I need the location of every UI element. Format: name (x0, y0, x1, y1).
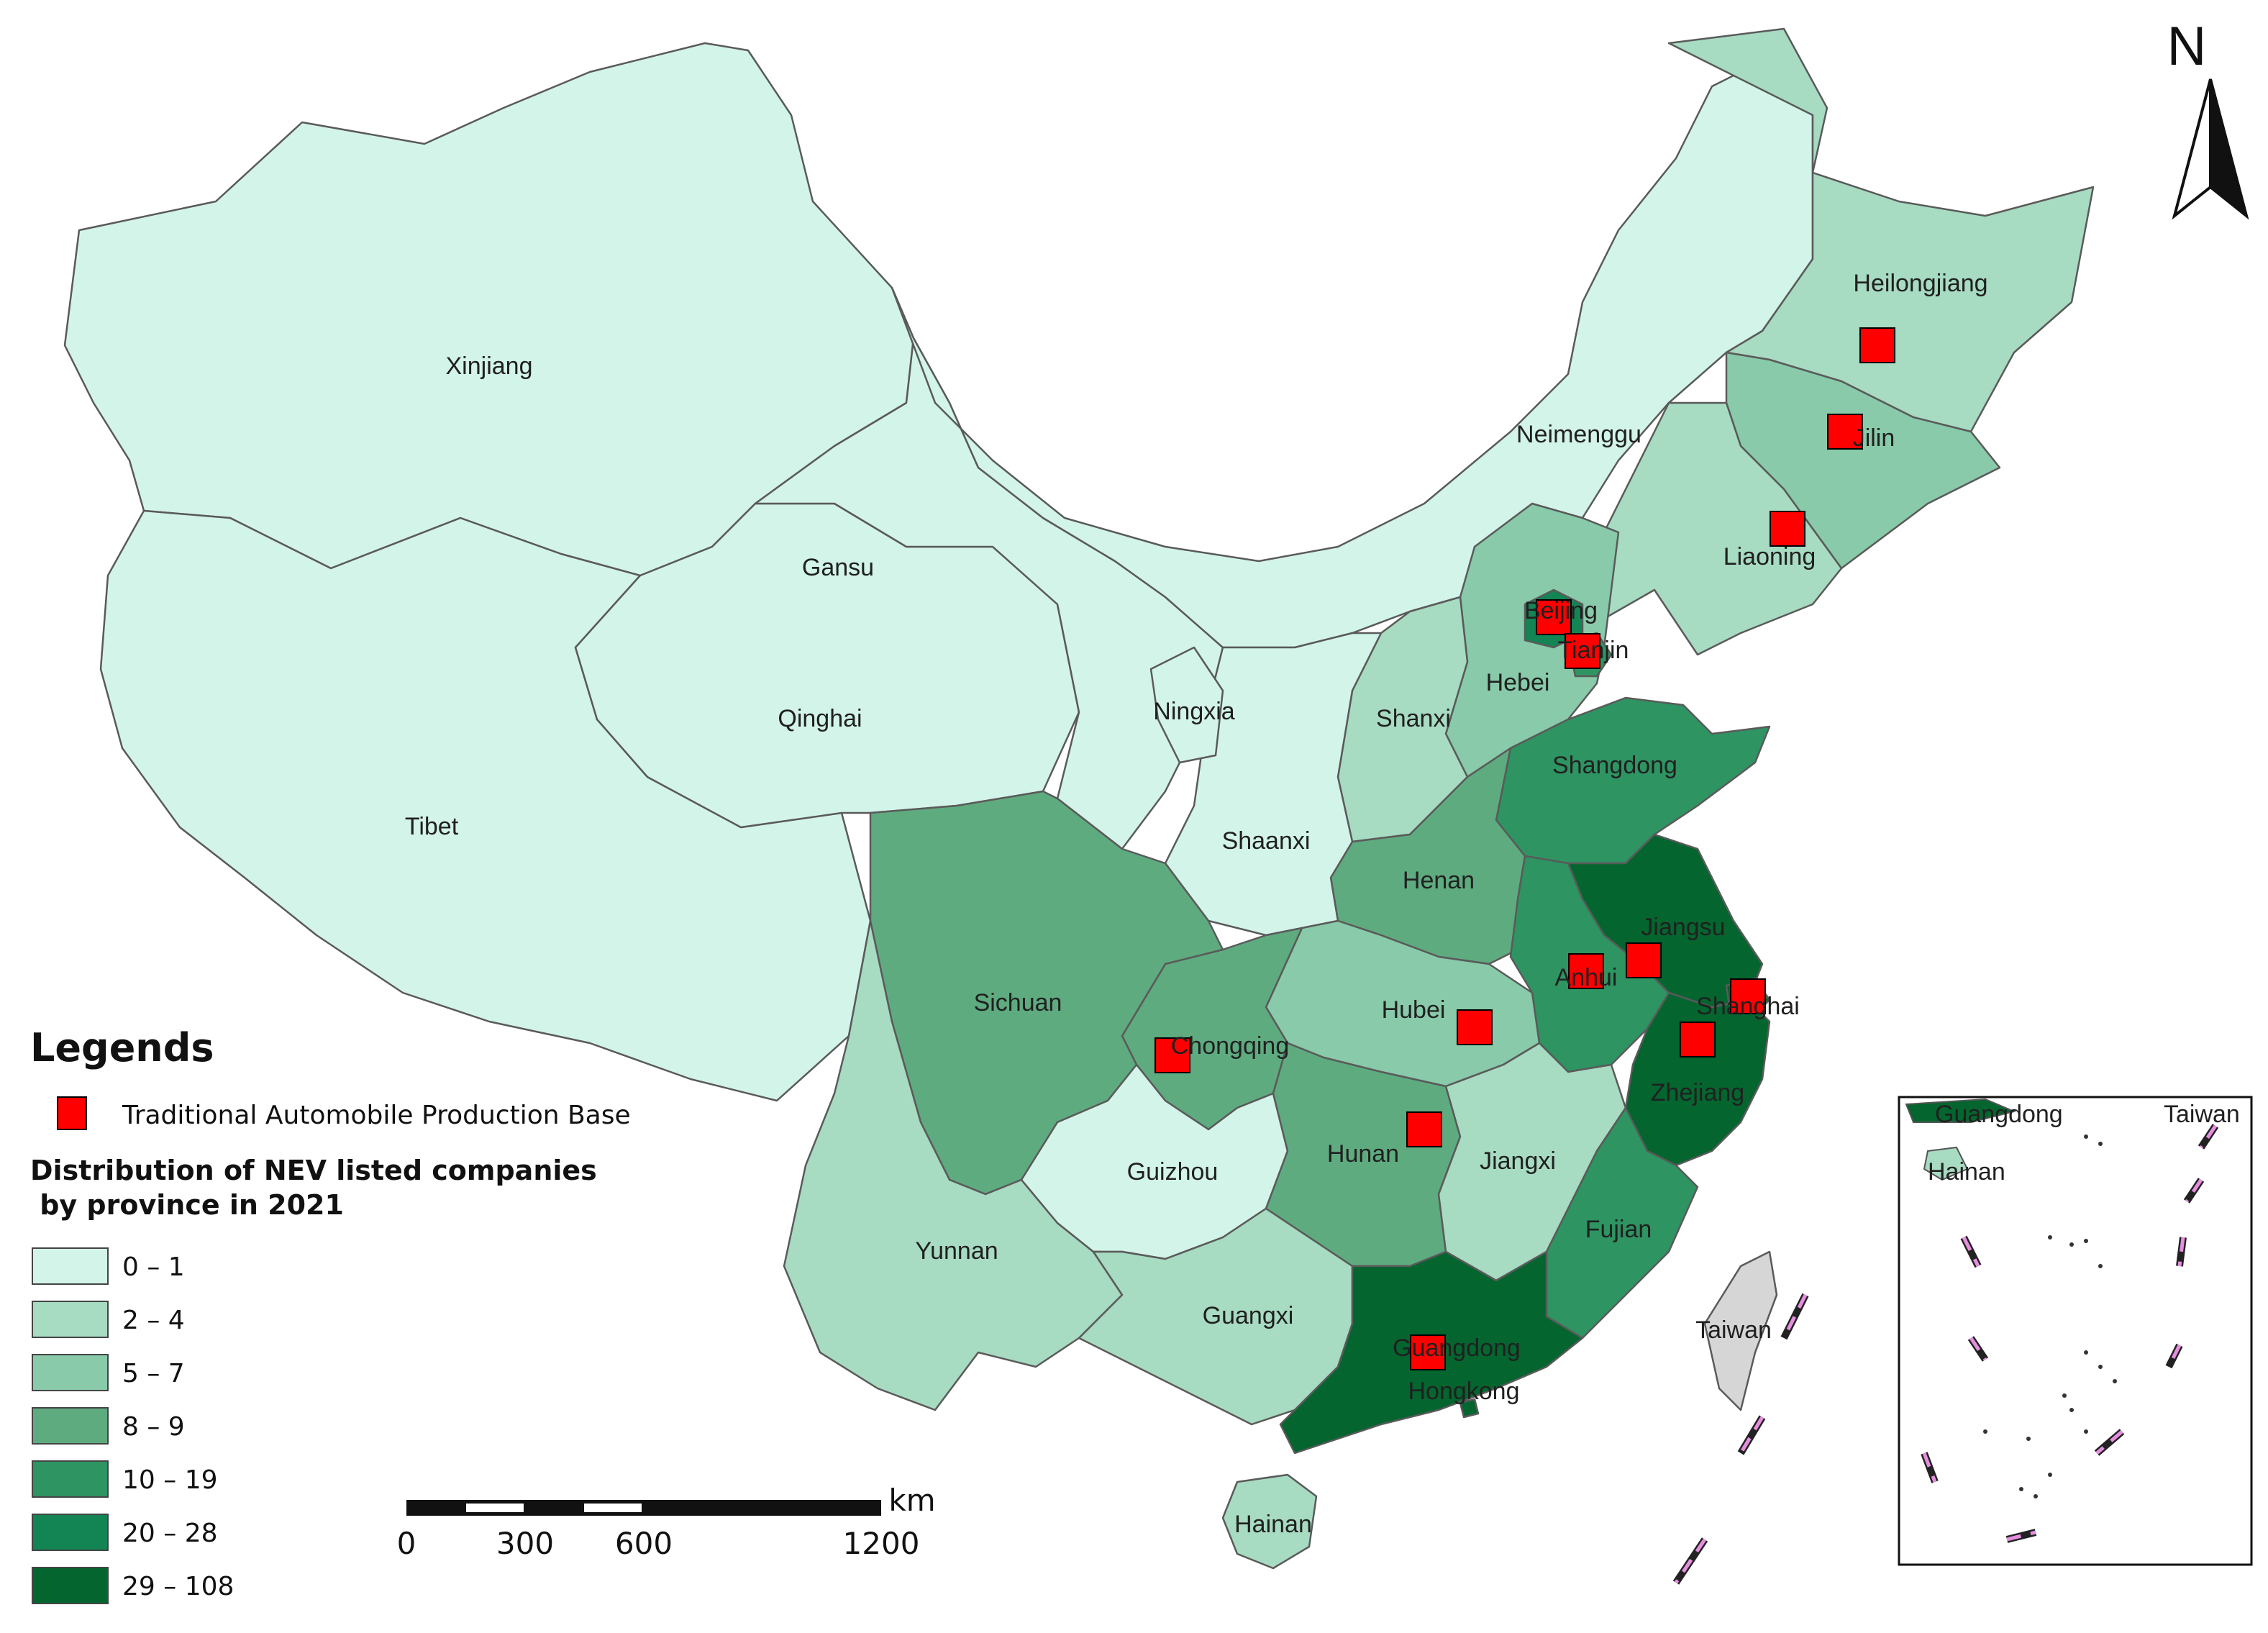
label-taiwan: Taiwan (1695, 1316, 1772, 1344)
label-shanghai: Shanghai (1696, 993, 1800, 1020)
north-arrow: N (2167, 16, 2249, 220)
production-base-liaoning (1770, 511, 1805, 547)
legend-class-label-3: 8 – 9 (122, 1412, 185, 1442)
legend-class-list: 0 – 1 2 – 4 5 – 7 8 – 9 10 – 19 20 – 28 29 – 1… (32, 1247, 234, 1604)
inset-guangdong-shape (1905, 1098, 2017, 1123)
label-hebei: Hebei (1486, 669, 1550, 696)
scale-label-0: 0 (397, 1526, 416, 1561)
north-label: N (2167, 16, 2207, 77)
production-base-chongqing (1155, 1037, 1190, 1073)
label-hongkong: Hongkong (1408, 1378, 1519, 1405)
label-guizhou: Guizhou (1127, 1158, 1219, 1186)
label-qinghai: Qinghai (778, 705, 862, 732)
scale-label-1200: 1200 (843, 1526, 920, 1561)
legend-title: Legends (30, 1025, 214, 1070)
label-chongqing: Chongqing (1171, 1032, 1289, 1060)
label-shanxi: Shanxi (1376, 705, 1451, 732)
scale-bar-seg1 (466, 1504, 524, 1512)
scale-unit: km (888, 1483, 935, 1518)
label-heilongjiang: Heilongjiang (1853, 270, 1987, 297)
production-base-guangdong (1410, 1334, 1446, 1370)
label-yunnan: Yunnan (915, 1237, 998, 1265)
north-arrow-right-half (2209, 78, 2249, 220)
label-tianjin: Tianjin (1558, 637, 1629, 664)
legend-subtitle-line1: Distribution of NEV listed companies (30, 1155, 597, 1186)
label-hainan: Hainan (1234, 1511, 1312, 1538)
province-taiwan (1703, 1250, 1778, 1411)
label-neimenggu: Neimenggu (1516, 421, 1641, 448)
legend-base-label: Traditional Automobile Production Base (122, 1101, 631, 1130)
scale-bar-body (406, 1500, 881, 1516)
label-xinjiang: Xinjiang (446, 352, 533, 380)
legend-class-label-0: 0 – 1 (122, 1252, 185, 1282)
label-tibet: Tibet (405, 813, 459, 840)
production-base-heilongjiang (1859, 327, 1895, 363)
legend-subtitle-line2: by province in 2021 (30, 1189, 344, 1221)
north-arrow-left-half (2172, 78, 2212, 220)
label-anhui: Anhui (1555, 964, 1618, 991)
label-guangdong: Guangdong (1393, 1334, 1521, 1362)
label-henan: Henan (1403, 867, 1475, 894)
legend-swatch-3 (32, 1407, 109, 1445)
legend-class-label-1: 2 – 4 (122, 1306, 185, 1335)
legend-class-label-5: 20 – 28 (122, 1519, 218, 1548)
label-gansu: Gansu (802, 554, 874, 581)
scale-label-600: 600 (615, 1526, 673, 1561)
label-jiangsu: Jiangsu (1641, 914, 1725, 941)
legend-base-marker (57, 1096, 87, 1130)
province-label-layer: Xinjiang Tibet Qinghai Gansu Neimenggu Ningxi… (405, 270, 1988, 1538)
legend-swatch-6 (32, 1567, 109, 1604)
label-shangdong: Shangdong (1552, 752, 1677, 779)
inset-hainan-shape (1923, 1146, 1969, 1181)
production-base-beijing (1536, 599, 1572, 635)
legend-class-label-6: 29 – 108 (122, 1572, 234, 1601)
production-base-tianjin (1565, 633, 1600, 669)
scale-label-300: 300 (496, 1526, 554, 1561)
production-base-jilin (1827, 414, 1863, 450)
label-hunan: Hunan (1327, 1140, 1399, 1168)
label-sichuan: Sichuan (974, 989, 1062, 1016)
label-jilin: Jilin (1853, 424, 1895, 452)
province-hainan (1221, 1473, 1318, 1570)
inset-label-taiwan: Taiwan (2164, 1101, 2240, 1128)
production-base-shanghai (1730, 978, 1766, 1014)
legend-swatch-2 (32, 1354, 109, 1391)
inset-label-hainan: Hainan (1928, 1158, 2005, 1186)
label-hubei: Hubei (1382, 996, 1446, 1024)
inset-label-guangdong: Guangdong (1935, 1101, 2063, 1128)
label-fujian: Fujian (1585, 1216, 1652, 1243)
province-ningxia (1149, 646, 1224, 764)
scale-bar: 0 300 600 1200 km (397, 1483, 936, 1561)
label-ningxia: Ningxia (1153, 698, 1234, 725)
nine-dash-line (1672, 1293, 1809, 1585)
label-jiangxi: Jiangxi (1480, 1147, 1556, 1175)
legend-swatch-4 (32, 1460, 109, 1498)
production-base-hunan (1406, 1111, 1442, 1147)
label-shaanxi: Shaanxi (1222, 827, 1311, 855)
inset-frame (1898, 1096, 2253, 1566)
province-layer (63, 27, 2095, 1570)
label-liaoning: Liaoning (1723, 543, 1816, 570)
label-zhejiang: Zhejiang (1651, 1079, 1744, 1106)
legend-class-label-2: 5 – 7 (122, 1359, 185, 1388)
production-base-jiangsu (1626, 942, 1662, 978)
legend: Legends Traditional Automobile Productio… (30, 1025, 631, 1604)
province-heilongjiang (1667, 27, 2095, 433)
production-base-hubei (1457, 1009, 1493, 1045)
production-base-zhejiang (1680, 1022, 1716, 1057)
province-hongkong (1459, 1398, 1480, 1419)
inset-islands (1983, 1134, 2117, 1498)
label-beijing: Beijing (1524, 597, 1598, 624)
production-base-anhui (1568, 953, 1604, 989)
legend-class-label-4: 10 – 19 (122, 1465, 218, 1495)
south-china-sea-inset: Guangdong Taiwan Hainan (1898, 1096, 2253, 1566)
production-base-layer (1155, 327, 1895, 1370)
legend-swatch-0 (32, 1247, 109, 1285)
scale-bar-seg2 (584, 1504, 642, 1512)
legend-swatch-1 (32, 1301, 109, 1338)
label-guangxi: Guangxi (1203, 1302, 1294, 1329)
legend-swatch-5 (32, 1514, 109, 1551)
